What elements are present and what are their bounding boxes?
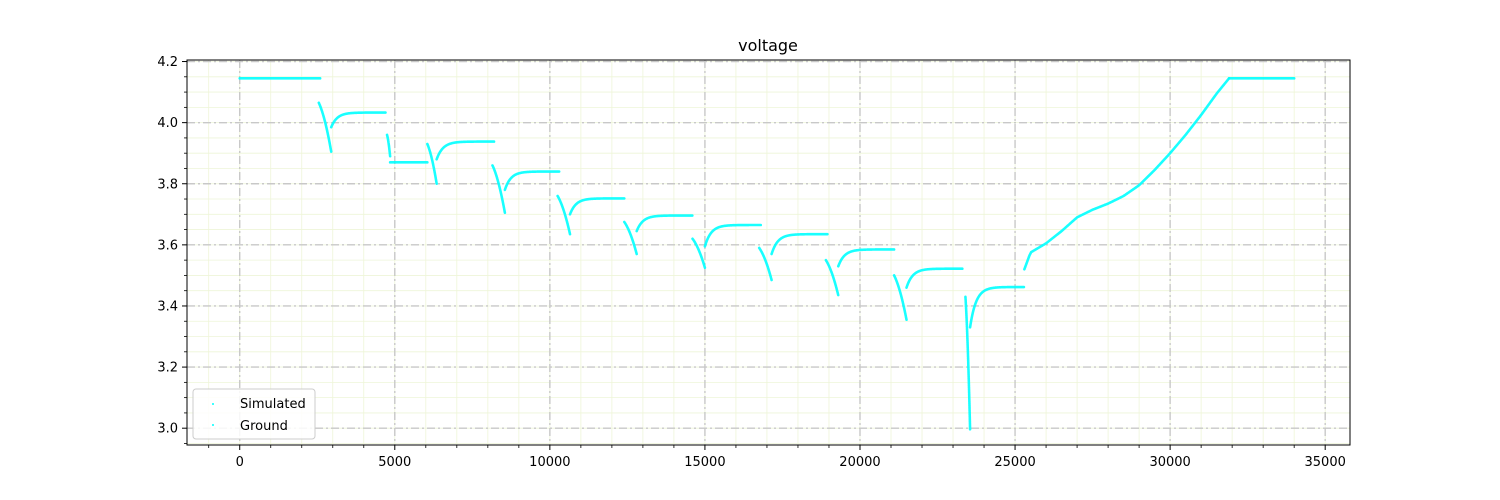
series-segment-relax bbox=[770, 232, 829, 256]
series-segment-relax bbox=[435, 140, 496, 161]
series-segment-drop bbox=[491, 164, 507, 215]
series-segment-drop bbox=[824, 258, 840, 297]
series-segment-drop bbox=[622, 220, 638, 256]
y-tick-label: 3.8 bbox=[157, 177, 178, 192]
legend-box bbox=[192, 388, 316, 440]
series-segment-drop bbox=[426, 142, 438, 186]
y-tick-label: 3.0 bbox=[157, 422, 178, 437]
series-segment-relax bbox=[635, 214, 694, 233]
series-segment-drop bbox=[385, 133, 392, 158]
x-tick-label: 15000 bbox=[684, 455, 725, 470]
x-tick-label: 30000 bbox=[1149, 455, 1190, 470]
y-tick-label: 3.4 bbox=[157, 299, 178, 314]
series-segment-drop bbox=[556, 194, 572, 236]
legend-marker-simulated bbox=[212, 403, 214, 405]
y-tick-label: 3.2 bbox=[157, 361, 178, 376]
legend-marker-ground bbox=[212, 424, 214, 426]
legend-label-ground: Ground bbox=[240, 419, 288, 434]
series-segment-relax bbox=[503, 170, 561, 192]
series-segment-charge bbox=[1023, 77, 1231, 271]
series-segment-drop bbox=[892, 274, 908, 322]
series-segment-relax bbox=[329, 111, 387, 129]
y-tick-label: 3.6 bbox=[157, 238, 178, 253]
data-points bbox=[238, 77, 1296, 432]
x-tick-label: 5000 bbox=[378, 455, 411, 470]
x-axis: 0 5000 10000 15000 20000 25000 30000 35000 bbox=[208, 445, 1346, 470]
x-tick-label: 20000 bbox=[839, 455, 880, 470]
plot-frame bbox=[186, 59, 1351, 446]
series-segment-relax bbox=[836, 248, 896, 268]
legend-label-simulated: Simulated bbox=[240, 397, 306, 412]
x-tick-label: 10000 bbox=[529, 455, 570, 470]
series-segment-relax bbox=[968, 285, 1026, 329]
major-grid bbox=[187, 60, 1350, 445]
series-segment-drop bbox=[757, 246, 773, 282]
chart-title: voltage bbox=[738, 36, 798, 55]
series-segment-drop bbox=[964, 295, 972, 432]
series-segment-relax bbox=[703, 223, 763, 248]
x-tick-label: 25000 bbox=[994, 455, 1035, 470]
y-axis: 3.0 3.2 3.4 3.6 3.8 4.0 4.2 bbox=[157, 55, 187, 444]
x-tick-label: 35000 bbox=[1305, 455, 1346, 470]
y-tick-label: 4.2 bbox=[157, 55, 178, 70]
series-segment-relax bbox=[905, 267, 964, 289]
x-tick-label: 0 bbox=[236, 455, 244, 470]
series-segment-relax bbox=[568, 197, 626, 216]
series-segment-drop bbox=[317, 101, 333, 153]
minor-grid bbox=[187, 60, 1350, 445]
y-tick-label: 4.0 bbox=[157, 116, 178, 131]
series-segment-drop bbox=[691, 237, 707, 270]
legend: Simulated Ground bbox=[192, 388, 316, 440]
